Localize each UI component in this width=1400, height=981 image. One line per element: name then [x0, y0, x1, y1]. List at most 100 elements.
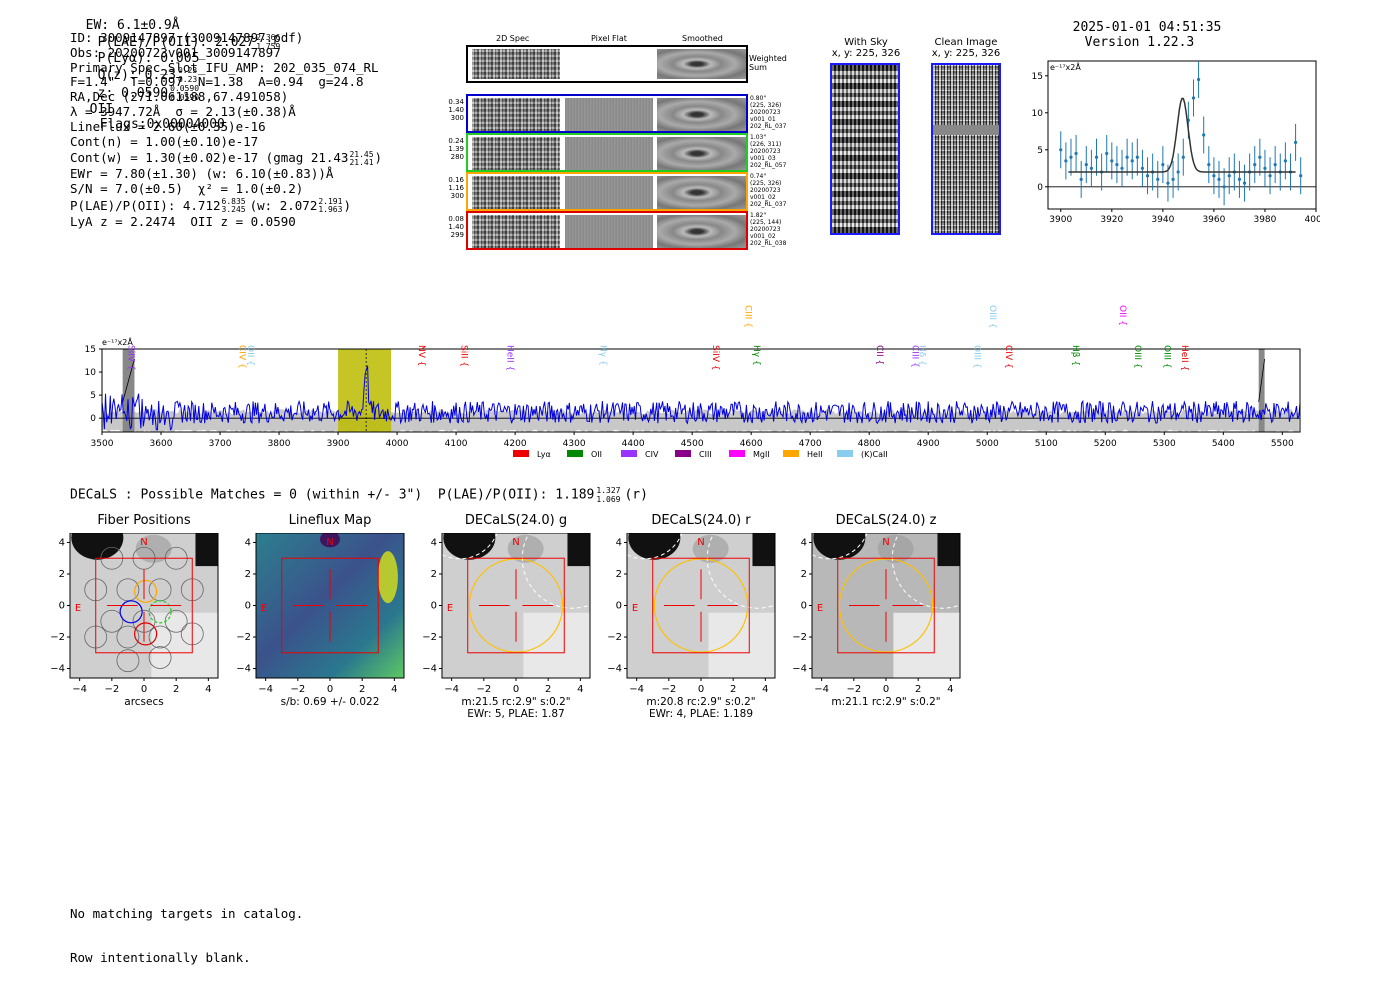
aperture-circle — [468, 558, 564, 653]
col-header-2dspec: 2D Spec — [496, 34, 530, 43]
decals-ytick-label: −4 — [422, 664, 437, 675]
decals-ytick-label: −4 — [792, 664, 807, 675]
legend-swatch — [675, 450, 691, 457]
info-sn: S/N = 7.0(±0.5) χ² = 1.0(±0.2) — [70, 181, 304, 197]
spectrum-xtick-label: 5400 — [1212, 439, 1235, 449]
east-label: E — [632, 603, 638, 614]
zoom-data-point — [1171, 177, 1175, 181]
timestamp: 2025-01-01 04:51:35 — [1072, 20, 1222, 35]
decals-ytick-label: −2 — [236, 632, 251, 643]
header-bar: EW: 6.1±0.9Å P(LAE)/P(OII): 2.027 2.366 1.… — [70, 3, 281, 132]
info-plae2-hi: 6.835 — [221, 197, 246, 207]
zoom-data-point — [1094, 155, 1099, 159]
decals-panel-caption: m:21.5 rc:2.9" s:0.2" EWr: 5, PLAE: 1.87 — [432, 696, 600, 720]
legend-swatch — [837, 450, 853, 457]
spectrum-line-marker: CII { — [874, 345, 884, 365]
zoom-unit-label: e⁻¹⁷x2Å — [1050, 61, 1081, 72]
decals-image-light — [893, 612, 960, 678]
clean-image — [931, 63, 1001, 235]
decals-summary-hi: 1.327 — [596, 486, 621, 495]
with-sky-label: With Sky — [844, 37, 888, 48]
spectrum-xtick-label: 4700 — [799, 439, 822, 449]
cutout-2dspec — [472, 215, 560, 248]
zoom-data-point — [1273, 163, 1277, 167]
spectrum-line-marker: CIV { — [1003, 345, 1013, 369]
zoom-xtick-label: 3960 — [1202, 215, 1225, 225]
footer-line-2: Row intentionally blank. — [70, 949, 251, 965]
spectrum-ytick-label: 15 — [85, 345, 96, 355]
cutout-smoothed — [657, 176, 746, 209]
decals-caption-line1: m:21.5 rc:2.9" s:0.2" — [461, 696, 571, 708]
legend-swatch — [783, 450, 799, 457]
zoom-data-point — [1120, 166, 1124, 170]
info-primary: Primary Spec_Slot_IFU_AMP: 202_035_074_R… — [70, 59, 379, 75]
east-label: E — [261, 603, 267, 614]
decals-panel-title: DECaLS(24.0) g — [464, 513, 568, 528]
plya-value: P(Lyα): 0.005 — [97, 51, 200, 66]
zoom-data-point — [1202, 133, 1206, 137]
spectrum-line-marker: OII { — [1117, 305, 1127, 326]
legend-swatch — [729, 450, 745, 457]
fiber-circle — [100, 609, 124, 633]
cutout-panel: 2D Spec Pixel Flat Smoothed Weighted Sum… — [448, 34, 787, 254]
search-box — [837, 557, 935, 654]
info-lineflux: LineFlux = 2.60(±0.35)e-16 — [70, 118, 266, 134]
decals-bright-corner — [195, 533, 218, 567]
spectrum-xtick-label: 3600 — [150, 439, 173, 449]
zoom-data-point — [1079, 177, 1083, 181]
spectrum-line-marker: HeII { — [1179, 345, 1189, 371]
fiber-circle — [116, 625, 140, 649]
zoom-xtick-label: 4000 — [1305, 215, 1320, 225]
decals-faint-source — [135, 534, 172, 563]
zoom-data-point — [1217, 177, 1221, 181]
decals-ytick-label: 2 — [616, 569, 622, 580]
spectrum-line-marker: OIII { — [971, 345, 981, 369]
legend-swatch — [621, 450, 637, 457]
zoom-data-point — [1059, 148, 1063, 152]
decals-image-light — [151, 612, 218, 678]
cutout-meta-line: 202_RL_038 — [750, 240, 787, 247]
zoom-data-point — [1268, 174, 1272, 178]
zoom-axes-frame — [1047, 60, 1317, 210]
spectrum-xtick-label: 3800 — [268, 439, 291, 449]
decals-xtick-label: −4 — [72, 684, 87, 695]
info-contw-end: ) — [374, 150, 383, 166]
zoom-data-point — [1181, 155, 1185, 159]
decals-faint-source — [692, 534, 729, 563]
decals-bright-corner — [937, 533, 960, 567]
decals-xtick-label: 4 — [577, 684, 583, 695]
decals-panel-caption: m:20.8 rc:2.9" s:0.2" EWr: 4, PLAE: 1.189 — [617, 696, 785, 720]
decals-xtick-label: −2 — [846, 684, 861, 695]
cutout-row-meta: 0.74" (225, 326) 20200723 v001_02 202_RL_037 — [750, 173, 794, 208]
search-box — [467, 557, 565, 654]
decals-xtick-label: −4 — [444, 684, 459, 695]
search-box — [281, 557, 379, 654]
decals-ytick-label: 2 — [245, 569, 251, 580]
decals-ytick-label: −4 — [50, 664, 65, 675]
spectrum-line-highlight — [338, 349, 392, 432]
cutout-2dspec — [472, 176, 560, 209]
zoom-data-point — [1135, 155, 1139, 159]
decals-bright-source — [628, 533, 681, 560]
info-plae2-lo: 3.245 — [221, 205, 246, 215]
cutout-stat: 1.40 — [448, 106, 464, 114]
zoom-data-point — [1212, 174, 1216, 178]
aperture-circle — [838, 558, 934, 653]
fiber-orange — [134, 579, 158, 603]
info-contw-lo: 21.41 — [349, 157, 374, 167]
cutout-row-meta: 1.03" (226, 311) 20200723 v001_03 202_RL_057 — [750, 134, 794, 169]
decals-ytick-label: 4 — [431, 537, 437, 548]
fiber-blue — [119, 600, 143, 624]
decals-panel: N E −4 −4 −2 −2 0 0 2 2 4 4 — [606, 533, 793, 695]
cutout-stat: 280 — [450, 153, 464, 161]
cutout-meta-line: 20200723 — [750, 226, 781, 233]
version: Version 1.22.3 — [1084, 35, 1195, 50]
decals-panel: N E −4 −4 −2 −2 0 0 2 2 4 4 — [421, 533, 608, 695]
legend-label: Lyα — [537, 450, 551, 459]
spectrum-axes-frame — [101, 348, 1301, 433]
decals-caption-line2: EWr: 4, PLAE: 1.189 — [648, 708, 754, 720]
zoom-ytick-label: 15 — [1032, 72, 1043, 82]
decals-ytick-label: 2 — [59, 569, 65, 580]
cutout-meta-line: 202_RL_037 — [750, 123, 787, 130]
decals-xtick-label: −2 — [290, 684, 305, 695]
